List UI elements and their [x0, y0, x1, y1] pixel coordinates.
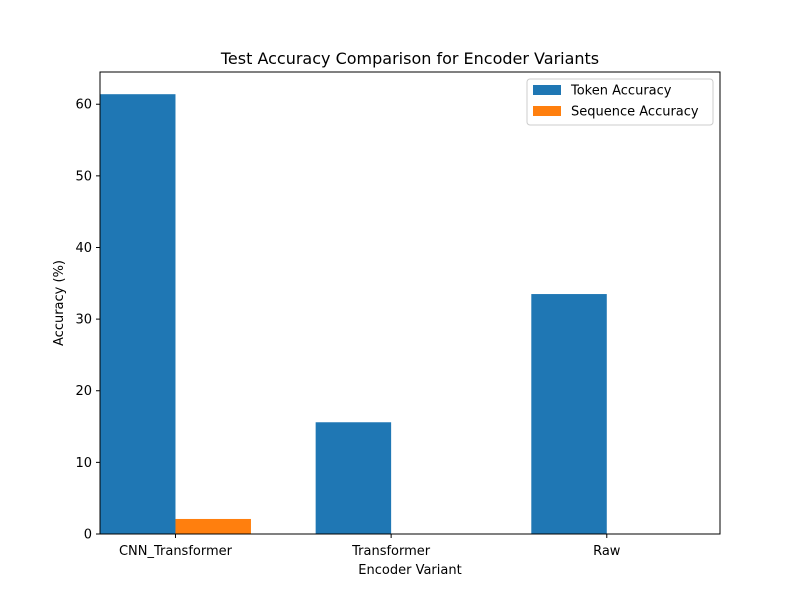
legend-swatch	[533, 85, 561, 95]
legend-box	[526, 78, 714, 126]
legend-label: Token Accuracy	[570, 84, 672, 99]
y-tick-label: 60	[75, 98, 92, 113]
x-tick-label: Raw	[593, 544, 621, 559]
chart-title: Test Accuracy Comparison for Encoder Var…	[220, 49, 599, 68]
y-axis: 0 10 20 30 40 50 60	[75, 98, 100, 543]
bar-token-accuracy-cnn-transformer	[100, 94, 176, 534]
legend-swatch	[533, 106, 561, 116]
y-axis-label: Accuracy (%)	[52, 260, 67, 346]
plot-frame	[99, 71, 721, 535]
x-axis-label: Encoder Variant	[358, 563, 461, 578]
legend: Token Accuracy Sequence Accuracy	[526, 78, 714, 126]
x-tick-label: Transformer	[351, 544, 431, 559]
bar-sequence-accuracy-cnn-transformer	[175, 518, 251, 534]
y-tick-label: 20	[75, 384, 92, 399]
legend-label: Sequence Accuracy	[571, 105, 699, 120]
y-tick-label: 0	[84, 528, 92, 543]
bar-token-accuracy-transformer	[315, 422, 392, 534]
y-tick-label: 50	[75, 169, 92, 184]
bar-token-accuracy-raw	[531, 294, 607, 534]
x-axis: CNN_Transformer Transformer Raw	[119, 534, 621, 559]
y-tick-label: 30	[75, 313, 92, 328]
y-tick-label: 40	[75, 241, 92, 256]
bars	[100, 94, 607, 534]
x-tick-label: CNN_Transformer	[119, 544, 233, 559]
y-tick-label: 10	[75, 456, 92, 471]
